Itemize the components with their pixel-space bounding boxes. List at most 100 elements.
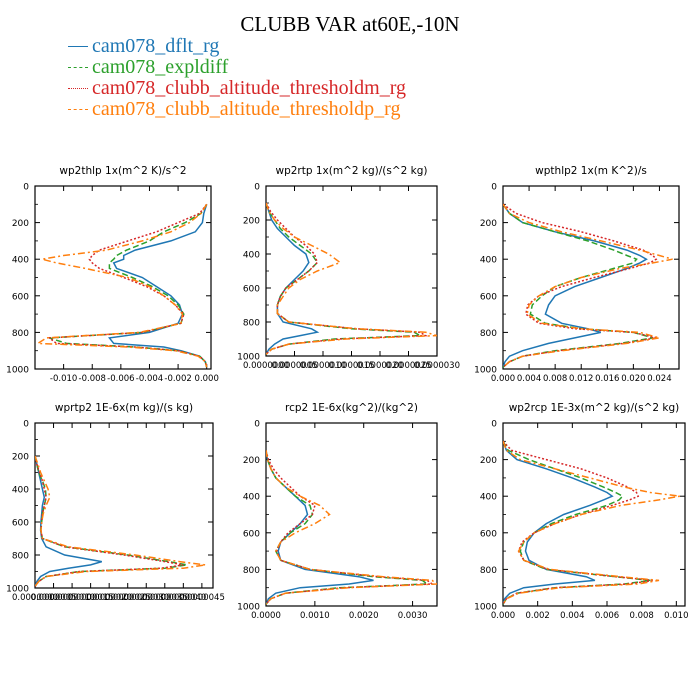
y-tick-label: 400 [243, 251, 260, 261]
series-line-1 [503, 441, 614, 605]
x-tick-label: 0.0000025 [105, 593, 151, 603]
series-line-3 [35, 455, 184, 587]
legend-item-expldiff: cam078_expldiff [68, 57, 406, 78]
series-line-2 [49, 203, 208, 368]
x-tick-label: -0.002 [164, 374, 191, 384]
x-tick-label: 0.006 [595, 611, 619, 621]
x-tick-label: -0.010 [50, 374, 77, 384]
y-tick-label: 1000 [474, 366, 497, 376]
x-tick-label: 0.0000020 [86, 593, 132, 603]
y-tick-label: 200 [243, 217, 260, 227]
panel-4: wprtp2 1E-6x(m kg)/(s kg) 0 200 400 600 800 10… [6, 402, 225, 603]
legend-swatch [68, 88, 88, 89]
series-line-2 [266, 450, 430, 605]
y-tick-label: 400 [12, 486, 29, 496]
panel-2: wp2rtp 1x(m^2 kg)/(s^2 kg) 0 200 400 600 800 1… [237, 165, 460, 371]
x-tick-label: 0.004 [560, 611, 584, 621]
y-tick-label: 200 [480, 219, 497, 229]
panel-6: wp2rcp 1E-3x(m^2 kg)/(s^2 kg) 0 200 400 600 8… [474, 402, 688, 621]
y-tick-label: 400 [243, 493, 260, 503]
x-tick-label: 0.008 [629, 611, 653, 621]
y-tick-label: 600 [243, 529, 260, 539]
x-tick-label: 0.000 [491, 374, 515, 384]
y-tick-label: 600 [12, 519, 29, 529]
x-tick-label: 0.0000000 [12, 593, 58, 603]
x-tick-label: 0.0000010 [49, 593, 95, 603]
x-tick-label: -0.004 [136, 374, 163, 384]
y-tick-label: 400 [480, 493, 497, 503]
panel-title: rcp2 1E-6x(kg^2)/(kg^2) [285, 402, 418, 414]
series-line-1 [503, 203, 648, 368]
panel-title: wpthlp2 1x(m K^2)/s [535, 165, 647, 177]
y-tick-label: 600 [480, 292, 497, 302]
series-line-4 [266, 202, 437, 355]
x-tick-label: 0.0000035 [142, 593, 188, 603]
series-line-4 [266, 450, 437, 605]
y-tick-label: 800 [12, 329, 29, 339]
panel-title: wp2rcp 1E-3x(m^2 kg)/(s^2 kg) [509, 402, 680, 414]
x-tick-label: 0.012 [569, 374, 593, 384]
y-tick-label: 800 [480, 566, 497, 576]
x-tick-label: 0.0000 [251, 611, 281, 621]
legend-swatch [68, 46, 88, 47]
plot-frame [502, 185, 680, 370]
y-tick-label: 800 [243, 319, 260, 329]
x-tick-label: 0.0000030 [123, 593, 169, 603]
x-tick-label: 0.0000015 [68, 593, 114, 603]
x-tick-label: 0.016 [595, 374, 619, 384]
series-line-3 [266, 450, 435, 605]
x-tick-label: 0.0000020 [357, 361, 403, 371]
x-tick-label: 0.0000015 [329, 361, 375, 371]
x-tick-label: 0.000 [195, 374, 219, 384]
x-tick-label: -0.006 [107, 374, 134, 384]
x-tick-label: 0.0000005 [272, 361, 318, 371]
series-line-3 [503, 440, 654, 605]
legend-swatch [68, 67, 88, 68]
x-tick-label: 0.0000025 [386, 361, 432, 371]
x-tick-label: 0.010 [664, 611, 688, 621]
legend-item-thresholdp: cam078_clubb_altitude_thresholdp_rg [68, 99, 406, 120]
series-line-4 [35, 455, 206, 587]
y-tick-label: 0 [254, 183, 260, 193]
x-tick-label: 0.0030 [398, 611, 428, 621]
panel-title: wp2thlp 1x(m^2 K)/s^2 [59, 165, 186, 177]
series-line-1 [266, 202, 320, 355]
legend-label: cam078_clubb_altitude_thresholdm_rg [92, 77, 407, 99]
series-line-3 [47, 203, 208, 368]
y-tick-label: 800 [12, 552, 29, 562]
x-tick-label: 0.008 [543, 374, 567, 384]
plot-frame [502, 422, 686, 607]
x-tick-label: 0.0020 [349, 611, 379, 621]
y-tick-label: 1000 [6, 366, 29, 376]
series-line-4 [503, 203, 673, 368]
legend-label: cam078_clubb_altitude_thresholdp_rg [92, 98, 401, 120]
x-tick-label: 0.0010 [300, 611, 330, 621]
y-tick-label: 200 [243, 456, 260, 466]
legend-label: cam078_expldiff [92, 56, 229, 78]
series-line-3 [266, 202, 429, 355]
y-tick-label: 0 [23, 420, 29, 430]
x-tick-label: 0.0000010 [300, 361, 346, 371]
y-tick-label: 800 [243, 566, 260, 576]
x-tick-label: 0.0000030 [414, 361, 460, 371]
legend: cam078_dflt_rg cam078_expldiff cam078_cl… [68, 36, 406, 120]
y-tick-label: 0 [491, 183, 497, 193]
y-tick-label: 400 [480, 256, 497, 266]
legend-item-dflt: cam078_dflt_rg [68, 36, 406, 57]
x-tick-label: 0.002 [525, 611, 549, 621]
y-tick-label: 600 [243, 285, 260, 295]
panel-3: wpthlp2 1x(m K^2)/s020040060080010000.00… [474, 165, 680, 384]
y-tick-label: 1000 [237, 353, 260, 363]
x-tick-label: 0.0000000 [243, 361, 289, 371]
legend-label: cam078_dflt_rg [92, 35, 220, 57]
x-tick-label: 0.0000005 [31, 593, 77, 603]
y-tick-label: 600 [12, 292, 29, 302]
x-tick-label: 0.000 [491, 611, 515, 621]
x-tick-label: 0.004 [517, 374, 541, 384]
x-tick-label: 0.0000045 [179, 593, 225, 603]
y-tick-label: 800 [480, 329, 497, 339]
figure-title: CLUBB VAR at60E,-10N [240, 12, 460, 36]
series-line-2 [503, 440, 651, 605]
panel-title: wp2rtp 1x(m^2 kg)/(s^2 kg) [275, 165, 427, 177]
y-tick-label: 1000 [237, 603, 260, 613]
